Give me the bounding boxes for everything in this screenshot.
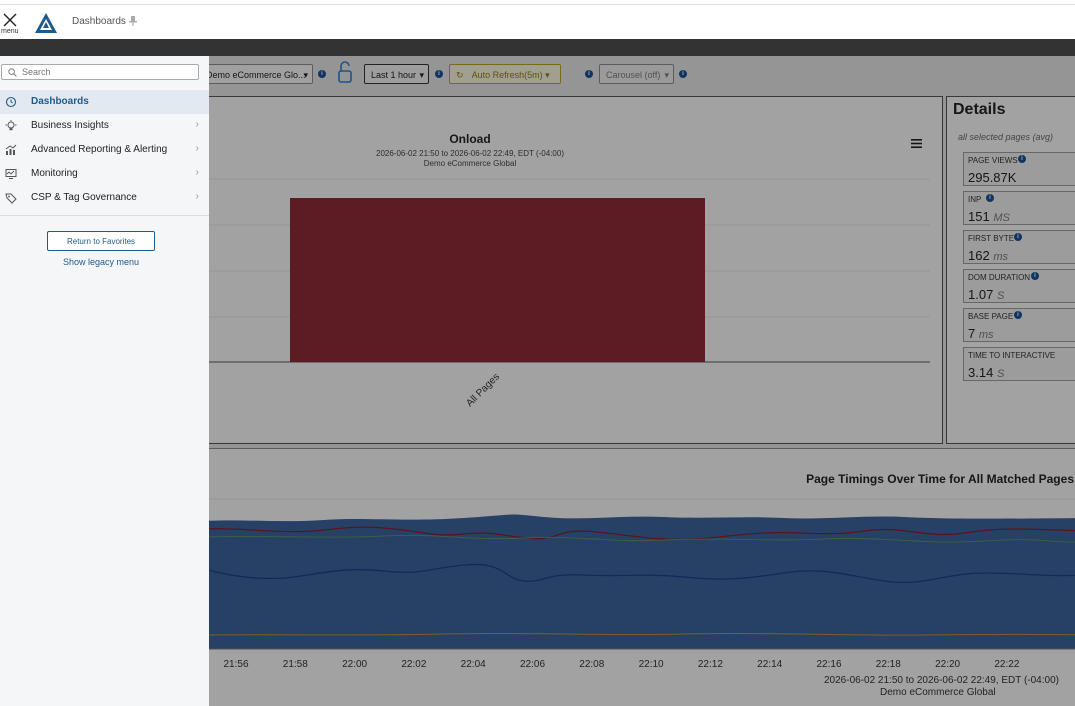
chevron-down-icon: ▾ [303,70,308,80]
search-input[interactable] [22,66,192,78]
metric-first-byte: FIRST BYTE i 162 ms [963,230,1075,264]
timings-panel: Page Timings Over Time for All Matched P… [209,448,1075,706]
onload-chart: All Pages [209,178,930,409]
metric-inp: INP i 151 MS [963,191,1075,225]
logo-icon[interactable] [34,12,58,34]
timings-title: Page Timings Over Time for All Matched P… [806,472,1074,486]
top-bar: menu Dashboards [0,4,1075,40]
nav-strip [0,39,1075,56]
x-tick-label: 22:04 [460,659,486,670]
chevron-right-icon: › [195,167,199,178]
onload-site: Demo eCommerce Global [423,159,517,168]
chevron-down-icon: ▾ [664,70,669,80]
clock-icon [5,96,17,108]
timings-chart [209,498,1075,650]
details-panel: Details all selected pages (avg) PAGE VI… [946,96,1075,444]
line-series-blue [209,563,1075,584]
metric-page-views: PAGE VIEWS i 295.87K [963,152,1075,186]
chevron-right-icon: › [195,119,199,130]
x-tick-label: 22:18 [875,659,901,670]
x-tick-label: 22:06 [519,659,546,670]
sidebar-divider [0,215,209,216]
info-icon[interactable]: i [1014,311,1022,319]
chevron-right-icon: › [195,143,199,154]
details-title: Details [953,101,1006,118]
refresh-icon: ↻ [456,70,464,80]
chevron-down-icon: ▾ [545,70,550,80]
timings-site: Demo eCommerce Global [880,687,996,698]
time-range-select[interactable]: Last 1 hour ▾ [364,64,429,84]
show-legacy-menu-link[interactable]: Show legacy menu [63,257,140,267]
hamburger-menu-icon[interactable] [911,139,922,148]
x-tick-label: 22:14 [757,659,783,670]
unlock-icon[interactable] [337,61,353,85]
dashboard-select[interactable]: Demo eCommerce Glo... ▾ [209,64,313,84]
info-icon[interactable]: i [1014,233,1022,241]
onload-title: Onload [449,132,491,146]
info-icon[interactable]: i [585,70,593,78]
info-icon[interactable]: i [1031,272,1039,280]
info-icon[interactable]: i [1018,155,1026,163]
sidebar-item-business-insights[interactable]: Business Insights › [0,114,209,138]
x-tick-label: 21:58 [282,659,308,670]
chevron-down-icon: ▾ [419,70,424,80]
monitor-icon [5,169,17,179]
sidebar-item-dashboards[interactable]: Dashboards [0,90,209,114]
x-tick-label: 22:16 [816,659,842,670]
search-icon [8,68,17,77]
x-tick-label: 22:10 [638,659,664,670]
menu-label: menu [1,28,19,35]
sidebar-item-monitoring[interactable]: Monitoring › [0,162,209,186]
line-series-red [209,526,1075,540]
info-icon[interactable]: i [679,70,687,78]
metric-base-page: BASE PAGE i 7 ms [963,308,1075,342]
close-icon [3,13,17,27]
x-tick-label: 21:56 [223,659,249,670]
dashboard-area: Demo eCommerce Glo... ▾ i Last 1 hour ▾ … [209,56,1075,706]
metric-time-to-interactive: TIME TO INTERACTIVE 3.14 S [963,347,1075,381]
chevron-right-icon: › [195,191,199,202]
sidebar-item-advanced-reporting[interactable]: Advanced Reporting & Alerting › [0,138,209,162]
side-menu: Dashboards Business Insights › Advanced … [0,56,209,706]
details-subtitle: all selected pages (avg) [958,132,1054,142]
lightbulb-icon [5,120,17,131]
tag-icon [5,193,17,204]
x-tick-label: 22:22 [994,659,1020,670]
carousel-select[interactable]: Carousel (off) ▾ [599,64,674,84]
timings-range: 2026-06-02 21:50 to 2026-06-02 22:49, ED… [824,675,1059,686]
x-tick-label: 22:08 [579,659,605,670]
chart-icon [5,144,17,155]
x-tick-label: 22:12 [697,659,723,670]
page-title: Dashboards [72,16,126,27]
x-tick-label: All Pages [464,371,502,409]
x-tick-label: 22:00 [342,659,368,670]
menu-toggle[interactable]: menu [0,11,20,39]
info-icon[interactable]: i [986,194,994,202]
info-icon[interactable]: i [435,70,443,78]
line-series-orange [209,632,1075,636]
auto-refresh-button[interactable]: ↻ Auto Refresh(5m) ▾ [449,64,561,84]
sidebar-item-csp-tag-governance[interactable]: CSP & Tag Governance › [0,186,209,210]
bar-all-pages [290,198,705,362]
search-box[interactable] [1,64,199,80]
info-icon[interactable]: i [318,70,326,78]
x-tick-label: 22:02 [401,659,427,670]
line-series-green [209,534,1075,543]
onload-panel: Onload 2026-06-02 21:50 to 2026-06-02 22… [209,96,943,444]
area-series [209,514,1075,649]
return-to-favorites-button[interactable]: Return to Favorites [47,231,155,251]
onload-subtitle: 2026-06-02 21:50 to 2026-06-02 22:49, ED… [376,149,564,158]
x-tick-label: 22:20 [935,659,961,670]
metric-dom-duration: DOM DURATION i 1.07 S [963,269,1075,303]
pin-icon[interactable] [129,16,137,26]
